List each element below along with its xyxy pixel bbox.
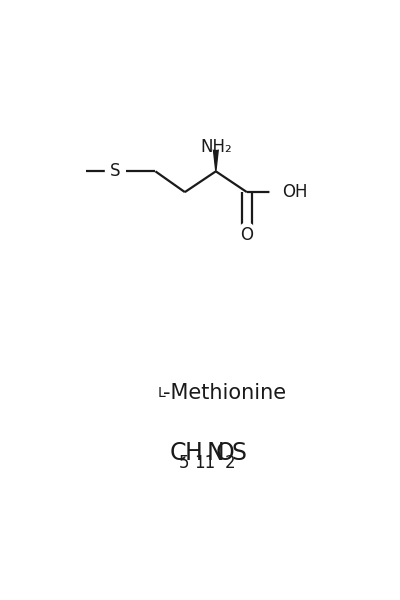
Text: S: S <box>110 163 121 181</box>
Ellipse shape <box>106 160 125 183</box>
Text: S: S <box>231 441 246 465</box>
Text: 2: 2 <box>225 454 236 472</box>
Ellipse shape <box>238 223 256 246</box>
Ellipse shape <box>270 181 295 203</box>
Text: 11: 11 <box>194 454 216 472</box>
Ellipse shape <box>203 126 229 149</box>
Text: O: O <box>216 441 235 465</box>
Text: NH₂: NH₂ <box>200 137 232 155</box>
Polygon shape <box>213 143 219 172</box>
Text: L: L <box>158 386 166 400</box>
Text: -Methionine: -Methionine <box>164 383 286 403</box>
Text: O: O <box>240 226 253 244</box>
Text: N: N <box>206 441 224 465</box>
Text: 5: 5 <box>179 454 189 472</box>
Text: C: C <box>169 441 186 465</box>
Text: H: H <box>185 441 203 465</box>
Text: OH: OH <box>282 183 308 201</box>
